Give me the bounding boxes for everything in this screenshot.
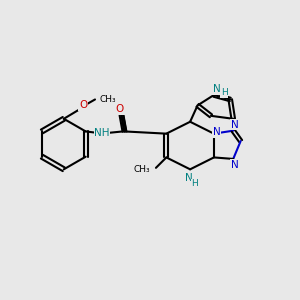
Text: N: N xyxy=(231,160,239,170)
Text: N: N xyxy=(231,120,239,130)
Text: O: O xyxy=(79,100,87,110)
Text: CH₃: CH₃ xyxy=(100,95,116,104)
Text: N: N xyxy=(185,173,193,183)
Text: NH: NH xyxy=(94,128,110,138)
Text: H: H xyxy=(191,179,198,188)
Text: H: H xyxy=(221,88,228,97)
Text: O: O xyxy=(116,104,124,114)
Text: N: N xyxy=(213,84,221,94)
Text: CH₃: CH₃ xyxy=(134,165,150,174)
Text: N: N xyxy=(213,127,221,137)
